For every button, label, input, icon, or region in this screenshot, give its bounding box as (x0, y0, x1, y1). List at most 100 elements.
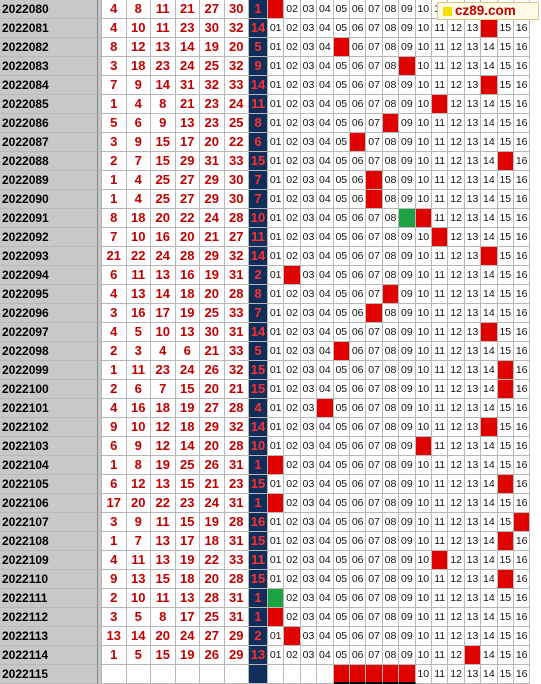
trend-cell: 09 (399, 285, 416, 304)
trend-cell: 12 (448, 551, 465, 570)
sum-value: 14 (249, 323, 268, 342)
trend-cell: 12 (448, 589, 465, 608)
trend-cell: 15 (497, 247, 514, 266)
hit-marker: 15 (497, 152, 514, 171)
drawn-number: 19 (200, 38, 225, 57)
trend-cell: 06 (350, 0, 367, 19)
trend-cell: 06 (350, 532, 367, 551)
table-row: 2022095 4 13 14 18 20 28 8 01 02 03 04 05 06 07 08 09 10 1… (0, 285, 541, 304)
table-row: 2022105 6 12 13 15 21 23 15 01 02 03 04 05 06 07 08 09 10… (0, 475, 541, 494)
site-logo[interactable]: cz89.com (437, 2, 539, 20)
trend-cell: 06 (350, 551, 367, 570)
trend-cell: 01 (268, 342, 285, 361)
drawn-number: 15 (151, 570, 176, 589)
trend-cell: 16 (514, 304, 531, 323)
trend-cell: 04 (317, 19, 334, 38)
trend-cell: 16 (514, 494, 531, 513)
trend-cell: 01 (268, 266, 285, 285)
drawn-number: 3 (126, 342, 151, 361)
trend-cell: 14 (481, 551, 498, 570)
drawn-number: 6 (102, 266, 127, 285)
trend-cell: 13 (464, 494, 482, 513)
drawn-number: 4 (151, 342, 176, 361)
trend-cell: 09 (399, 361, 416, 380)
trend-cell: 14 (481, 133, 498, 152)
trend-cell: 05 (333, 494, 350, 513)
row-spacer (98, 228, 102, 247)
drawn-number: 11 (126, 361, 151, 380)
trend-cell: 03 (300, 380, 318, 399)
trend-cell: 08 (382, 95, 400, 114)
trend-cell: 04 (317, 304, 334, 323)
drawn-number: 33 (224, 304, 249, 323)
trend-cell: 10 (415, 361, 432, 380)
drawn-number: 1 (102, 190, 127, 209)
trend-cell: 06 (350, 76, 367, 95)
sum-value: 1 (249, 494, 268, 513)
trend-cell: 05 (333, 152, 350, 171)
trend-cell: 16 (514, 152, 531, 171)
hit-marker: 06 (350, 133, 367, 152)
trend-cell: 10 (415, 114, 432, 133)
drawn-number: 19 (151, 456, 176, 475)
trend-cell: 08 (382, 247, 400, 266)
trend-cell: 02 (284, 323, 301, 342)
issue-number: 2022091 (0, 209, 98, 228)
trend-cell: 16 (514, 114, 531, 133)
trend-cell: 10 (415, 494, 432, 513)
drawn-number: 23 (224, 475, 249, 494)
drawn-number (126, 665, 151, 684)
sum-value: 14 (249, 418, 268, 437)
trend-cell: 11 (432, 133, 449, 152)
trend-cell: 12 (448, 114, 465, 133)
trend-cell: 02 (284, 456, 301, 475)
drawn-number: 22 (200, 551, 225, 570)
drawn-number: 28 (200, 589, 225, 608)
drawn-number: 20 (151, 209, 176, 228)
drawn-number: 26 (200, 646, 225, 665)
trend-cell: 13 (464, 152, 482, 171)
drawn-number: 30 (224, 0, 249, 19)
hit-marker: 01 (268, 608, 285, 627)
drawn-number: 7 (102, 228, 127, 247)
trend-cell: 12 (448, 513, 465, 532)
trend-cell: 03 (300, 171, 318, 190)
trend-cell: 08 (382, 513, 400, 532)
drawn-number: 9 (126, 133, 151, 152)
trend-cell: 07 (366, 456, 383, 475)
drawn-number: 18 (175, 570, 200, 589)
trend-cell: 11 (432, 361, 449, 380)
trend-cell: 12 (448, 532, 465, 551)
trend-cell: 11 (432, 475, 449, 494)
trend-cell: 15 (497, 551, 514, 570)
drawn-number (224, 665, 249, 684)
issue-number: 2022115 (0, 665, 98, 684)
trend-cell: 09 (399, 570, 416, 589)
drawn-number: 1 (102, 532, 127, 551)
drawn-number: 23 (175, 494, 200, 513)
drawn-number: 13 (126, 285, 151, 304)
trend-cell: 09 (399, 19, 416, 38)
table-row: 2022111 2 10 11 13 28 31 1 02 03 04 05 06 07 08 09 10 11 1… (0, 589, 541, 608)
drawn-number: 17 (151, 304, 176, 323)
table-row: 2022115 10 11 12 13 14 15 16 (0, 665, 541, 684)
trend-cell: 06 (350, 513, 367, 532)
drawn-number: 17 (175, 133, 200, 152)
hit-marker: 15 (497, 532, 514, 551)
trend-cell: 09 (399, 342, 416, 361)
drawn-number: 3 (102, 304, 127, 323)
trend-cell: 01 (268, 551, 285, 570)
trend-cell: 11 (432, 209, 449, 228)
trend-cell: 07 (366, 95, 383, 114)
drawn-number: 4 (126, 171, 151, 190)
row-spacer (98, 551, 102, 570)
trend-cell: 03 (300, 456, 318, 475)
trend-cell: 06 (350, 418, 367, 437)
trend-cell: 03 (300, 608, 318, 627)
trend-cell: 03 (300, 342, 318, 361)
trend-cell: 13 (464, 437, 482, 456)
trend-cell: 10 (415, 513, 432, 532)
trend-cell: 06 (350, 323, 367, 342)
trend-cell: 15 (497, 323, 514, 342)
drawn-number: 22 (224, 133, 249, 152)
